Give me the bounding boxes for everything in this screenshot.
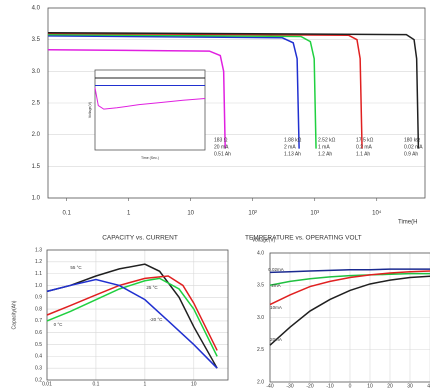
y-tick-label: 0.5 <box>35 342 42 348</box>
series-line <box>46 277 218 357</box>
y-tick-label: 0.6 <box>35 330 42 336</box>
y-tick-label: 3.5 <box>257 283 264 289</box>
x-tick-label: 10 <box>187 211 194 217</box>
x-tick-label: 10 <box>367 383 373 389</box>
annotation: 1.88 kΩ <box>284 137 302 143</box>
annotation: 1.13 Ah <box>284 151 301 157</box>
x-tick-label: 30 <box>407 383 413 389</box>
series-line <box>47 32 363 149</box>
series-line <box>47 33 317 149</box>
series-label: 0 °C <box>54 322 64 327</box>
series-label: 2mA <box>271 283 280 288</box>
annotation: 1.2 Ah <box>318 151 332 157</box>
x-tick-label: 1 <box>127 211 131 217</box>
y-tick-label: 2.5 <box>32 101 41 107</box>
annotation: 20 mA <box>214 144 229 150</box>
x-tick-label: 20 <box>387 383 393 389</box>
y-tick-label: 4.0 <box>257 250 264 256</box>
series-label: 10mA <box>270 305 282 310</box>
series-line <box>47 31 420 149</box>
annotation: 0.51 Ah <box>214 151 231 157</box>
chart: 2.02.53.03.54.0-40-30-20-100102030405060… <box>245 235 430 389</box>
chart: Time (Sec.) Voltage(V) <box>88 69 206 160</box>
annotation: 180 kΩ <box>404 137 420 143</box>
x-tick-label: -20 <box>306 383 313 389</box>
plot-frame <box>47 7 426 199</box>
y-tick-label: 0.4 <box>35 354 42 360</box>
x-tick-label: 0 <box>349 383 352 389</box>
x-axis-label: Time(H <box>398 220 417 226</box>
annotation: 2.52 kΩ <box>318 137 336 143</box>
series-line <box>269 270 430 306</box>
annotation: 183 Ω <box>214 137 228 143</box>
chart-title: CAPACITY vs. CURRENT <box>102 235 178 242</box>
annotation: 1.1 Ah <box>356 151 370 157</box>
series-line <box>269 275 430 346</box>
x-tick-label: -10 <box>326 383 333 389</box>
y-tick-label: 1.2 <box>35 259 42 265</box>
annotation: 0.02 mA <box>404 144 423 150</box>
plot-frame <box>94 69 206 151</box>
y-axis-label: Capacity(Ah) <box>11 300 17 329</box>
annotation: 2 mA <box>284 144 296 150</box>
y-tick-label: 0.7 <box>35 318 42 324</box>
annotation: 1 mA <box>318 144 330 150</box>
series-label: 25 °C <box>146 285 158 290</box>
series-label: 20mA <box>270 337 282 342</box>
annotation: 0.9 Ah <box>404 151 418 157</box>
series-line <box>269 268 430 274</box>
series-label: 55 °C <box>70 265 82 270</box>
y-tick-label: 4.0 <box>32 6 41 12</box>
series-line <box>46 263 218 369</box>
y-tick-label: 3.0 <box>32 69 41 75</box>
chart: 1.0 1.5 2.0 2.5 3.0 3.5 4.0 0.1 1 10 10² 10³ 10⁴ Time… <box>32 6 426 226</box>
x-tick-label: 10³ <box>310 211 319 217</box>
plot-frame <box>269 252 430 383</box>
series-line <box>47 49 226 149</box>
x-tick-label: 0.1 <box>62 211 71 217</box>
y-tick-label: 1.0 <box>32 196 41 202</box>
y-axis-label: Voltage(V) <box>252 237 276 243</box>
y-tick-label: 3.0 <box>257 315 264 321</box>
annotation: 17.5 kΩ <box>356 137 374 143</box>
chart: 0.2 0.3 0.4 0.5 0.6 0.7 0.8 0.9 1.0 1.1 1.2 1.3 0.01… <box>11 235 229 387</box>
y-tick-label: 2.0 <box>257 379 264 385</box>
y-tick-label: 1.0 <box>35 283 42 289</box>
x-tick-label: -30 <box>286 383 293 389</box>
x-tick-label: 0.01 <box>42 381 52 387</box>
x-tick-label: 10⁴ <box>372 210 382 217</box>
y-tick-label: 3.5 <box>32 37 41 43</box>
x-tick-label: 0.1 <box>92 381 99 387</box>
inset-background <box>95 70 205 150</box>
series-label: -20 °C <box>150 317 164 322</box>
x-tick-label: 10² <box>248 211 257 217</box>
chart-title: TEMPERATURE vs. OPERATING VOLT <box>245 235 362 242</box>
y-tick-label: 1.1 <box>35 271 42 277</box>
y-tick-label: 0.9 <box>35 295 42 301</box>
annotation: 0.2 mA <box>356 144 373 150</box>
series-label: 0.02mA <box>268 267 284 272</box>
y-tick-label: 0.3 <box>35 366 42 372</box>
series-line <box>46 278 218 369</box>
y-tick-label: 2.5 <box>257 347 264 353</box>
y-tick-label: 1.5 <box>32 164 41 170</box>
y-tick-label: 0.2 <box>35 377 42 383</box>
y-tick-label: 1.3 <box>35 247 42 253</box>
series-line <box>46 275 218 351</box>
x-tick-label: 1 <box>143 381 146 387</box>
y-tick-label: 2.0 <box>32 132 41 138</box>
x-tick-label: 10 <box>191 381 197 387</box>
x-axis-label: Time (Sec.) <box>141 156 159 160</box>
series-line <box>47 35 300 149</box>
y-axis-label: Voltage(V) <box>88 102 92 118</box>
x-tick-label: 40 <box>427 383 430 389</box>
series-line <box>94 87 206 110</box>
y-tick-label: 0.8 <box>35 306 42 312</box>
x-tick-label: -40 <box>266 383 273 389</box>
